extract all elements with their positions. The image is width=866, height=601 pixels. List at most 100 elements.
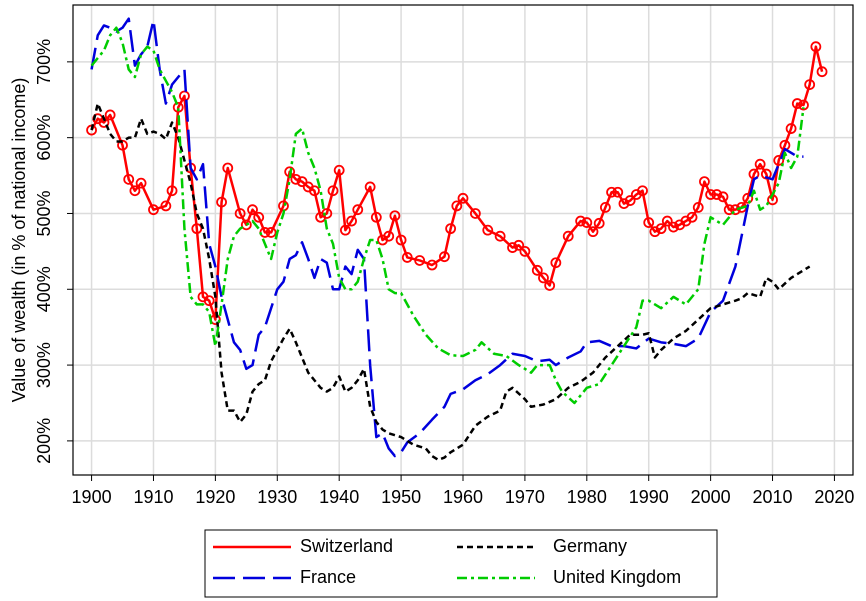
series-marker (599, 202, 611, 213)
series-marker (172, 101, 184, 113)
series-marker (661, 215, 673, 227)
series-marker (321, 208, 333, 219)
series-marker (723, 204, 735, 216)
series-marker (135, 177, 147, 189)
series-marker (216, 196, 227, 208)
series-marker (643, 217, 655, 228)
series-marker (309, 185, 320, 197)
series-marker (705, 189, 717, 200)
series-marker (222, 162, 234, 174)
series-marker (550, 257, 562, 269)
series-line (90, 102, 811, 462)
legend-label: France (300, 567, 356, 587)
x-tick-label: 1930 (257, 487, 297, 507)
series-marker (593, 217, 605, 229)
series-marker (587, 226, 599, 238)
y-tick-label: 600% (34, 115, 54, 161)
y-axis-label: Value of wealth (in % of national income… (9, 78, 29, 403)
series-marker (445, 223, 457, 235)
series-marker (562, 230, 574, 242)
series-marker (426, 259, 438, 271)
x-tick-label: 1960 (443, 487, 483, 507)
x-tick-label: 1900 (72, 487, 112, 507)
series-marker (370, 211, 382, 223)
plot-area (86, 17, 828, 462)
series-marker (148, 204, 159, 216)
series-marker (240, 219, 252, 231)
series-marker (179, 90, 190, 102)
legend-label: Germany (553, 536, 627, 556)
series-marker (339, 224, 351, 236)
y-tick-label: 200% (34, 418, 54, 464)
series-marker (513, 239, 525, 251)
series-marker (606, 186, 617, 198)
legend-label: United Kingdom (553, 567, 681, 587)
series-line (90, 45, 824, 321)
series-marker (612, 186, 624, 198)
x-tick-label: 1970 (505, 487, 545, 507)
series-marker (414, 255, 426, 266)
series-marker (265, 227, 277, 238)
series-marker (439, 251, 450, 263)
series-marker (575, 215, 587, 227)
series-marker (785, 123, 797, 134)
x-tick-label: 1980 (567, 487, 607, 507)
series-marker (346, 215, 357, 227)
x-tick-label: 1920 (195, 487, 235, 507)
series-marker (203, 295, 215, 307)
series-marker (166, 185, 178, 197)
series-marker (364, 181, 376, 193)
series-marker (333, 164, 345, 176)
series-marker (129, 185, 141, 197)
series-marker (798, 99, 809, 111)
series-marker (618, 198, 630, 210)
series-marker (544, 280, 556, 291)
series-marker (247, 204, 258, 216)
series-marker (290, 173, 302, 185)
y-tick-label: 500% (34, 190, 54, 236)
series-marker (581, 217, 593, 228)
series-marker (637, 185, 648, 197)
series-marker (296, 176, 308, 188)
series-marker (754, 158, 766, 170)
series-marker (457, 192, 469, 204)
series-marker (804, 79, 816, 90)
series-marker (191, 223, 203, 235)
series-marker (791, 98, 803, 109)
series-marker (507, 242, 518, 253)
series-marker (729, 204, 741, 216)
series-marker (494, 230, 506, 242)
series-marker (383, 230, 395, 242)
series-marker (482, 224, 494, 236)
x-tick-label: 2020 (814, 487, 854, 507)
series-marker (519, 245, 531, 257)
series-marker (123, 173, 135, 185)
series-marker (401, 252, 413, 263)
series-marker (451, 200, 463, 212)
series-marker (699, 176, 710, 188)
series-marker (327, 185, 339, 197)
series-marker (469, 208, 481, 219)
x-tick-label: 1950 (381, 487, 421, 507)
series-marker (389, 210, 401, 222)
series-marker (649, 226, 661, 238)
series-marker (624, 195, 636, 206)
series-marker (668, 221, 679, 233)
series-marker (253, 211, 265, 223)
x-tick-label: 2010 (753, 487, 793, 507)
series-marker (395, 234, 407, 246)
grid (73, 5, 853, 475)
series-line (90, 17, 804, 458)
x-tick-label: 1910 (133, 487, 173, 507)
series-marker (711, 189, 723, 200)
series-marker (104, 109, 116, 121)
series-marker (692, 202, 704, 213)
series-marker (160, 200, 172, 212)
series-marker (538, 272, 549, 284)
series-marker (234, 208, 246, 219)
x-tick-label: 1940 (319, 487, 359, 507)
y-tick-label: 700% (34, 39, 54, 85)
series-line (90, 26, 805, 405)
series-marker (655, 223, 667, 235)
